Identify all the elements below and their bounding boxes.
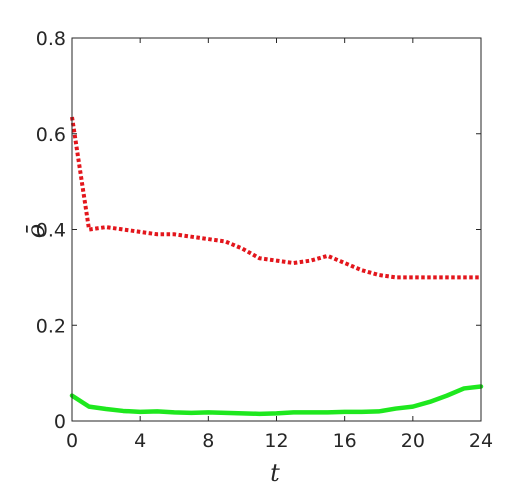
x-tick-label: 12: [264, 430, 288, 452]
x-axis-label: t: [270, 459, 280, 487]
x-tick-label: 8: [202, 430, 214, 452]
series-layer: [69, 116, 484, 417]
x-tick-label: 0: [66, 430, 78, 452]
y-axis-label: ō: [22, 224, 50, 238]
y-tick-label: 0.4: [36, 220, 66, 242]
y-tick-label: 0.8: [36, 28, 66, 50]
tick-layer: 0 4 8 12 16 20 24 0 0.2 0.4 0.6 0.8: [36, 28, 493, 452]
y-tick-label: 0.6: [36, 124, 66, 146]
series-line-2: [69, 384, 484, 417]
x-tick-label: 24: [469, 430, 493, 452]
x-tick-label: 16: [333, 430, 357, 452]
x-tick-label: 4: [134, 430, 146, 452]
series-line-1: [70, 116, 481, 280]
x-tick-label: 20: [401, 430, 425, 452]
y-tick-label: 0.2: [36, 315, 66, 337]
y-tick-label: 0: [54, 411, 66, 433]
